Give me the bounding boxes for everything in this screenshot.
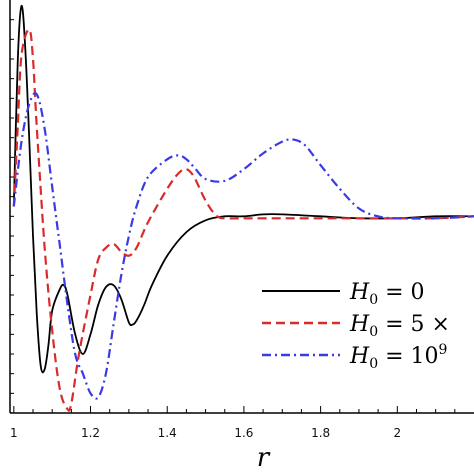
legend: H0 = 0 H0 = 5 ×H0 = 109 <box>262 280 450 372</box>
series-line-1 <box>12 4 474 374</box>
tick-layer: 1 1.2 1.4 1.6 1.8 2 <box>10 19 456 440</box>
x-tick-label: 1 <box>10 426 18 440</box>
series-layer <box>12 4 474 412</box>
x-tick-label: 2 <box>393 426 401 440</box>
x-tick-label: 1.8 <box>311 426 330 440</box>
legend-label-2: H0 = 5 × <box>349 312 450 340</box>
series-line-2 <box>12 28 474 412</box>
x-tick-label: 1.6 <box>234 426 253 440</box>
x-tick-label: 1.4 <box>158 426 177 440</box>
x-tick-label: 1.2 <box>81 426 100 440</box>
legend-label-1: H0 = 0 <box>349 280 425 308</box>
x-axis-title: r <box>257 443 271 473</box>
axis-layer <box>9 0 474 414</box>
legend-label-3: H0 = 109 <box>349 342 447 372</box>
series-line-3 <box>12 92 474 400</box>
